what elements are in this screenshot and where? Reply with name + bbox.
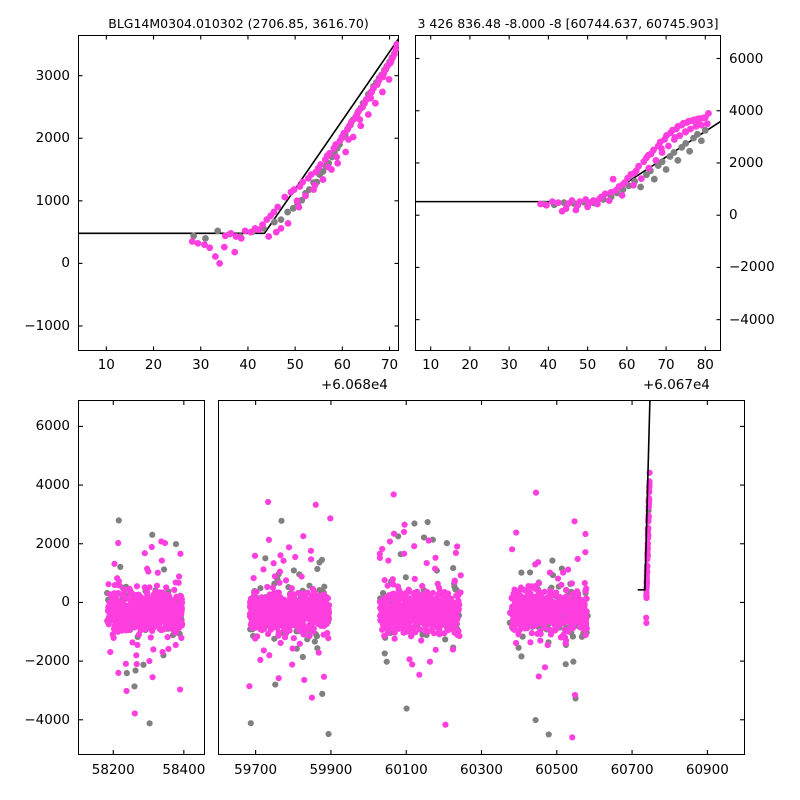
xtick-label-top-right: 80 [696, 357, 714, 373]
xtick-label-bottom: 60900 [685, 762, 729, 778]
xtick-label-top-left: 70 [380, 357, 399, 373]
ytick-label-bottom: 6000 [35, 418, 70, 435]
xtick-label-top-left: 20 [144, 357, 163, 373]
xtick-label-top-right: 40 [539, 357, 557, 373]
xtick-label-bottom: 59900 [309, 762, 353, 778]
panel-bottom-right-segment [218, 400, 745, 755]
data-series-primary-magenta [104, 538, 186, 717]
x-offset-label-top-left: +6.068e4 [321, 377, 388, 393]
xtick-label-bottom: 60100 [384, 762, 428, 778]
model-line-bottom [637, 400, 651, 591]
xtick-label-bottom: 60700 [610, 762, 654, 778]
x-offset-label-top-right: +6.067e4 [643, 377, 710, 393]
panel-top-right [415, 35, 721, 351]
xtick-label-bottom: 58400 [162, 762, 206, 778]
xtick-label-top-right: 60 [618, 357, 636, 373]
xtick-label-bottom: 58200 [91, 762, 135, 778]
xtick-label-top-right: 50 [579, 357, 597, 373]
ytick-label-top-right: 2000 [729, 154, 764, 171]
panel-title-top-right: 3 426 836.48 -8.000 -8 [60744.637, 60745… [417, 16, 719, 31]
data-series-primary-magenta [188, 40, 399, 267]
panel-bottom-left-segment [78, 400, 205, 755]
xtick-label-top-left: 10 [97, 357, 115, 373]
ytick-label-top-right: 0 [729, 207, 738, 224]
plot-area-bottom-left [78, 400, 186, 755]
panel-title-top-left: BLG14M0304.010302 (2706.85, 3616.70) [108, 16, 369, 31]
data-series-primary-magenta [537, 109, 712, 215]
ytick-label-top-left: 0 [61, 255, 70, 272]
axes-frame-top-right [415, 35, 721, 351]
xtick-label-top-right: 30 [500, 357, 518, 373]
ytick-label-top-left: 3000 [35, 67, 70, 84]
ytick-label-top-left: 2000 [35, 130, 70, 147]
ytick-label-top-left: 1000 [35, 192, 70, 209]
xtick-label-top-right: 20 [461, 357, 479, 373]
xtick-label-bottom: 60300 [460, 762, 503, 778]
panel-top-left [78, 35, 399, 351]
xtick-label-bottom: 59700 [234, 762, 278, 778]
ytick-label-top-right: 4000 [729, 102, 764, 119]
ytick-label-bottom: 0 [61, 594, 70, 611]
ytick-label-bottom: −2000 [24, 653, 70, 670]
xtick-label-top-right: 70 [657, 357, 675, 373]
plot-area-top-right [415, 35, 721, 351]
axes-frame-bottom-right [218, 400, 745, 755]
xtick-label-top-right: 10 [422, 357, 440, 373]
plot-area-bottom-right [246, 400, 745, 755]
ytick-label-bottom: 2000 [35, 535, 70, 552]
xtick-label-bottom: 60500 [535, 762, 579, 778]
ytick-label-top-right: −2000 [729, 259, 775, 276]
xtick-label-top-left: 40 [239, 357, 257, 373]
axes-frame-top-left [78, 35, 399, 351]
ytick-label-bottom: 4000 [35, 477, 70, 494]
xtick-label-top-left: 50 [286, 357, 304, 373]
xtick-label-top-left: 30 [192, 357, 210, 373]
data-series-primary-magenta [246, 469, 653, 741]
xtick-label-top-left: 60 [333, 357, 351, 373]
ytick-label-top-left: −1000 [24, 317, 70, 334]
ytick-label-top-right: 6000 [729, 50, 764, 67]
axes-frame-bottom-left [78, 400, 205, 755]
data-series-secondary-gray [541, 126, 709, 209]
ytick-label-top-right: −4000 [729, 311, 775, 328]
ytick-label-bottom: −4000 [24, 711, 70, 728]
data-series-secondary-gray [190, 50, 398, 242]
plot-area-top-left [78, 35, 399, 351]
model-line-top-left [78, 37, 399, 235]
